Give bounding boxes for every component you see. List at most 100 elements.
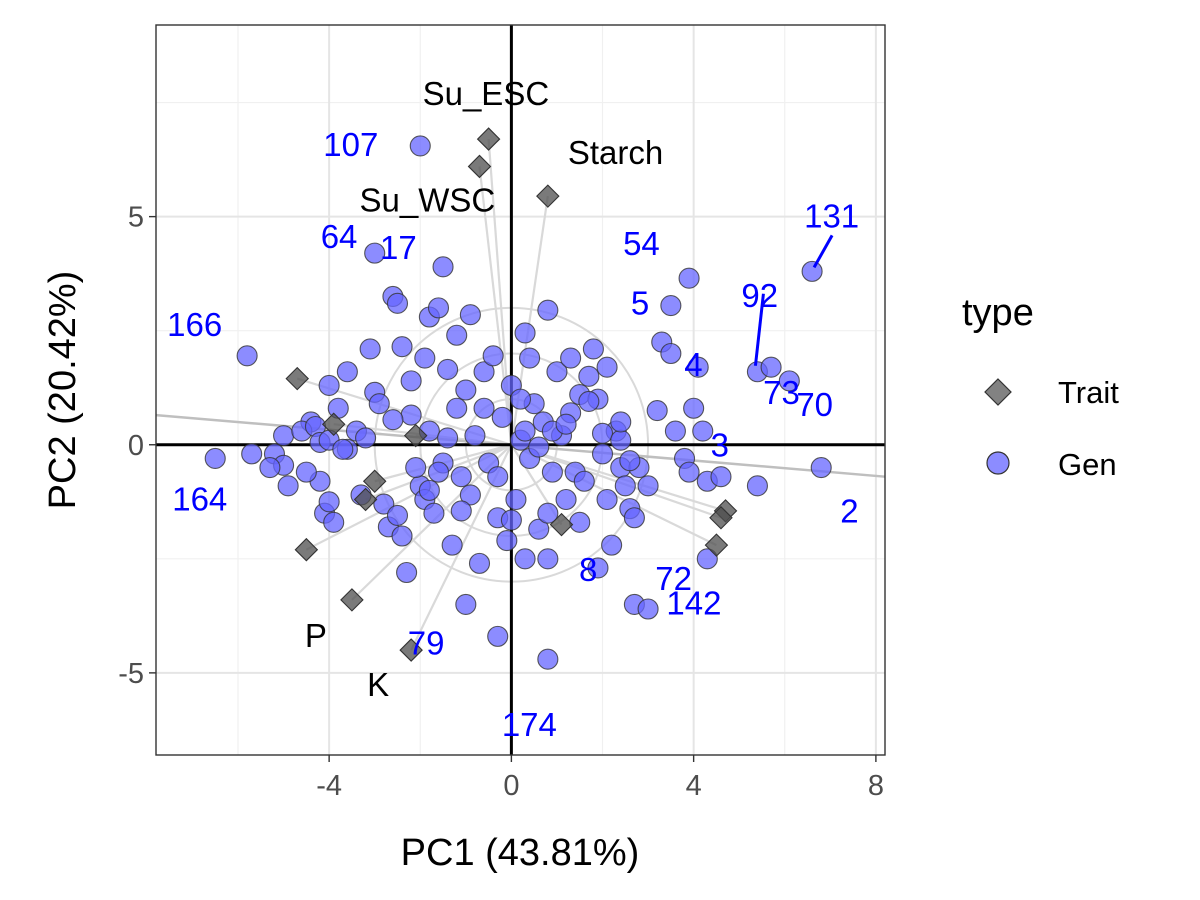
legend-title: type	[962, 292, 1034, 334]
legend-trait-diamond-icon	[984, 378, 1012, 406]
gen-point	[500, 509, 522, 531]
gen-point	[555, 413, 577, 435]
gen-label: 107	[323, 126, 378, 163]
gen-point	[455, 593, 477, 615]
trait-point	[321, 412, 346, 436]
gen-point	[601, 534, 623, 556]
gen-point	[596, 356, 618, 378]
gen-point	[446, 324, 468, 346]
legend-label-gen: Gen	[1058, 447, 1117, 482]
gen-point	[414, 347, 436, 369]
gen-label: 73	[763, 374, 800, 411]
gen-point	[241, 443, 263, 465]
gen-point	[637, 475, 659, 497]
gen-point	[537, 548, 559, 570]
gen-point	[519, 347, 541, 369]
trait-label: Su_ESC	[423, 75, 550, 112]
gen-point	[459, 484, 481, 506]
gen-point	[386, 504, 409, 527]
gen-point	[591, 443, 614, 465]
gen-point	[778, 370, 800, 392]
trait-label: K	[367, 666, 389, 703]
label-leader-line	[812, 234, 834, 269]
gen-point	[573, 470, 595, 492]
trait-point	[476, 127, 501, 151]
gen-label: 70	[796, 386, 833, 423]
gen-point	[537, 299, 559, 321]
gen-point	[391, 336, 413, 358]
gen-label: 174	[502, 706, 557, 743]
legend: type Trait Gen	[962, 292, 1119, 482]
gen-point	[468, 552, 491, 574]
gen-point	[760, 356, 782, 378]
x-tick-label: 0	[503, 770, 519, 802]
gen-point	[446, 397, 468, 419]
gen-point	[591, 422, 614, 444]
points-layer	[204, 127, 832, 670]
gen-point	[450, 500, 472, 522]
trait-vector-line	[478, 166, 513, 445]
gen-point	[537, 648, 559, 670]
gen-point	[555, 488, 577, 511]
trait-point	[285, 366, 310, 391]
gen-point	[400, 404, 422, 426]
gen-point	[610, 429, 632, 451]
gen-label: 164	[172, 480, 227, 517]
trait-point	[467, 154, 492, 179]
gen-point	[418, 479, 440, 501]
gen-point	[546, 361, 568, 383]
gen-label: 54	[623, 225, 660, 262]
y-tick-label: 0	[128, 430, 144, 462]
axis-ticks: -4 0 4 8 -5 0 5	[118, 202, 884, 802]
gen-point	[432, 256, 454, 278]
gen-point	[746, 475, 768, 497]
gen-point	[587, 557, 609, 579]
gen-label: 17	[380, 229, 417, 266]
gen-point	[610, 411, 632, 433]
gen-point	[437, 427, 459, 449]
gen-point	[491, 406, 513, 428]
gen-point	[318, 491, 340, 513]
gen-point	[427, 297, 450, 319]
gen-label: 72	[655, 560, 692, 597]
gen-point	[427, 461, 450, 483]
gen-point	[505, 488, 527, 511]
gen-point	[459, 304, 481, 326]
gen-point	[710, 466, 732, 488]
gen-point	[569, 511, 591, 533]
gen-label: 142	[666, 584, 721, 621]
trait-point	[709, 505, 733, 530]
gen-point	[396, 561, 418, 584]
gen-point	[400, 370, 422, 392]
gen-point	[391, 525, 413, 547]
gen-point	[801, 260, 823, 282]
gen-point	[683, 397, 705, 419]
gen-point	[277, 475, 299, 497]
gen-point	[473, 397, 495, 419]
trait-point	[704, 533, 729, 557]
legend-gen-circle-icon	[986, 451, 1010, 475]
gen-point	[409, 135, 431, 157]
gen-point	[323, 511, 345, 533]
trait-label: Starch	[568, 134, 663, 171]
y-tick-label: -5	[118, 658, 144, 690]
gen-point	[514, 420, 536, 442]
gen-label: 79	[408, 624, 445, 661]
gen-label: 8	[579, 551, 597, 588]
panel-border	[155, 24, 886, 756]
gen-point	[364, 242, 386, 264]
gen-point	[623, 507, 645, 529]
gen-point	[514, 548, 536, 570]
trait-point	[353, 487, 378, 512]
point-labels-layer: Su_ESC Su_WSC Starch P K 107 131 166 164 2 92 54 54 7…	[167, 75, 859, 743]
trait-point	[294, 537, 319, 562]
trait-point	[362, 469, 387, 494]
gen-point	[386, 292, 409, 314]
x-tick-label: 8	[868, 770, 884, 802]
gen-point	[696, 548, 718, 570]
gen-point	[359, 338, 381, 360]
gen-point	[336, 361, 358, 383]
gen-label: 2	[840, 493, 858, 530]
gen-point	[528, 518, 550, 540]
